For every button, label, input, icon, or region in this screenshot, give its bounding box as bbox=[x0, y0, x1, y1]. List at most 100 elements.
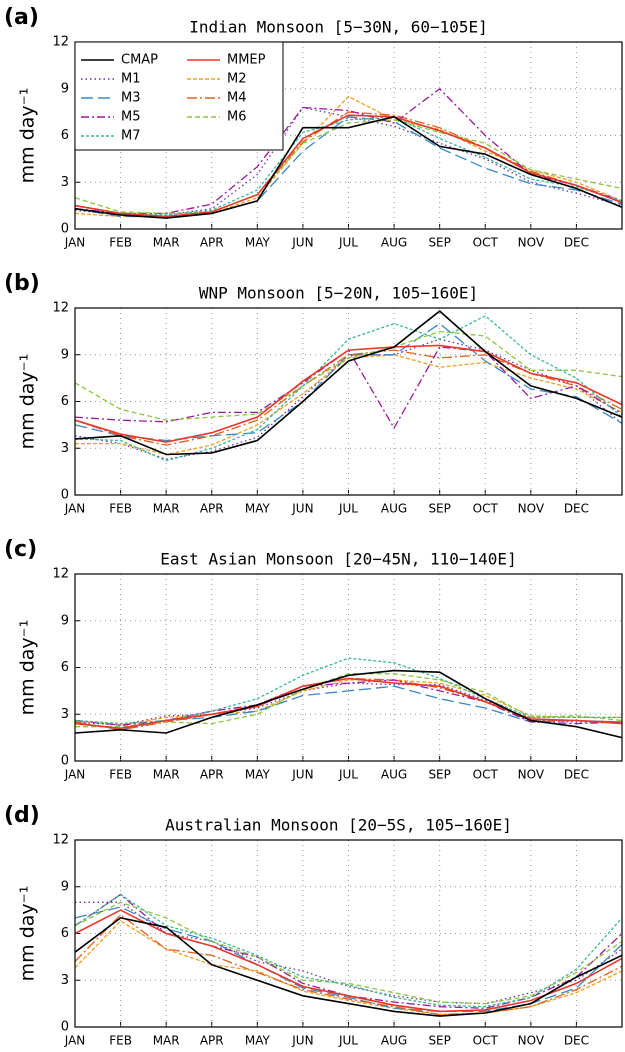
x-tick-label: AUG bbox=[381, 236, 407, 250]
series-line bbox=[74, 913, 623, 1016]
x-tick-label: MAR bbox=[153, 502, 180, 516]
y-tick-label: 0 bbox=[61, 488, 69, 503]
x-tick-label: JUN bbox=[291, 236, 313, 250]
x-tick-label: NOV bbox=[518, 502, 545, 516]
y-tick-label: 12 bbox=[52, 567, 69, 582]
chart-title: East Asian Monsoon [20−45N, 110−140E] bbox=[160, 550, 516, 569]
x-tick-label: FEB bbox=[109, 502, 132, 516]
legend-label: M7 bbox=[121, 129, 141, 144]
x-tick-label: SEP bbox=[428, 236, 450, 250]
x-tick-label: JUL bbox=[338, 236, 358, 250]
panel: (b) WNP Monsoon [5−20N, 105−160E] mm day⁻¹… bbox=[4, 271, 623, 516]
chart-title: Indian Monsoon [5−30N, 60−105E] bbox=[189, 18, 488, 37]
panel: (c) East Asian Monsoon [20−45N, 110−140E]… bbox=[4, 537, 623, 782]
x-tick-label: AUG bbox=[381, 1034, 407, 1048]
x-tick-label: AUG bbox=[381, 502, 407, 516]
plot-frame bbox=[74, 573, 623, 762]
x-tick-label: OCT bbox=[473, 1034, 499, 1048]
y-axis-label: mm day⁻¹ bbox=[17, 620, 39, 716]
series-line bbox=[74, 669, 623, 739]
y-tick-label: 3 bbox=[61, 175, 69, 190]
panel-label: (b) bbox=[4, 271, 40, 296]
x-tick-label: JUN bbox=[291, 502, 313, 516]
legend-label: M4 bbox=[227, 91, 247, 106]
legend: CMAP MMEP M1 M2 M3 M4 M5 M6 M7 bbox=[74, 41, 284, 151]
y-tick-label: 0 bbox=[61, 222, 69, 237]
x-tick-label: DEC bbox=[564, 768, 589, 782]
y-tick-label: 6 bbox=[61, 128, 69, 143]
series-line bbox=[74, 679, 622, 726]
x-tick-label: MAR bbox=[153, 236, 180, 250]
series-line bbox=[75, 901, 623, 1005]
legend-label: MMEP bbox=[227, 53, 266, 68]
y-tick-label: 3 bbox=[61, 973, 69, 988]
series-line bbox=[75, 673, 623, 728]
x-tick-label: OCT bbox=[473, 502, 499, 516]
panel-label: (d) bbox=[4, 803, 40, 828]
x-tick-label: SEP bbox=[428, 502, 450, 516]
y-tick-label: 12 bbox=[52, 301, 69, 316]
x-tick-label: DEC bbox=[564, 1034, 589, 1048]
x-tick-label: SEP bbox=[428, 768, 450, 782]
y-tick-label: 3 bbox=[61, 441, 69, 456]
legend-label: M2 bbox=[227, 72, 247, 87]
series-line bbox=[74, 115, 623, 219]
series-line bbox=[74, 677, 623, 730]
series-line bbox=[74, 322, 623, 442]
x-tick-label: JAN bbox=[64, 502, 86, 516]
x-tick-label: NOV bbox=[518, 1034, 545, 1048]
x-tick-label: OCT bbox=[473, 768, 499, 782]
x-tick-label: MAY bbox=[245, 1034, 271, 1048]
x-tick-label: MAY bbox=[245, 236, 271, 250]
panel: (a) Indian Monsoon [5−30N, 60−105E] mm day… bbox=[4, 5, 623, 250]
y-tick-label: 6 bbox=[61, 926, 69, 941]
y-tick-label: 9 bbox=[61, 347, 69, 362]
panel: (d) Australian Monsoon [20−5S, 105−160E] m… bbox=[4, 803, 623, 1048]
y-tick-label: 0 bbox=[61, 754, 69, 769]
y-tick-label: 9 bbox=[61, 879, 69, 894]
legend-label: M6 bbox=[227, 110, 247, 125]
plot-frame bbox=[74, 307, 623, 496]
series-line bbox=[74, 349, 623, 446]
x-tick-label: FEB bbox=[109, 1034, 132, 1048]
x-tick-label: FEB bbox=[109, 236, 132, 250]
y-tick-label: 0 bbox=[61, 1020, 69, 1035]
series-line bbox=[74, 917, 623, 1017]
x-tick-label: DEC bbox=[564, 236, 589, 250]
series-line bbox=[74, 344, 623, 443]
x-tick-label: FEB bbox=[109, 768, 132, 782]
series-line bbox=[74, 901, 623, 1005]
x-tick-label: JUL bbox=[338, 768, 358, 782]
series-line bbox=[74, 114, 623, 218]
y-tick-label: 9 bbox=[61, 613, 69, 628]
y-tick-label: 12 bbox=[52, 35, 69, 50]
x-tick-label: APR bbox=[200, 768, 224, 782]
legend-label: M3 bbox=[121, 91, 141, 106]
series-line bbox=[74, 346, 623, 430]
x-tick-label: MAY bbox=[245, 502, 271, 516]
x-tick-label: SEP bbox=[428, 1034, 450, 1048]
y-tick-label: 3 bbox=[61, 707, 69, 722]
y-axis-label: mm day⁻¹ bbox=[17, 886, 39, 982]
chart-title: WNP Monsoon [5−20N, 105−160E] bbox=[199, 284, 478, 303]
y-tick-label: 9 bbox=[61, 81, 69, 96]
y-tick-label: 12 bbox=[52, 833, 69, 848]
x-tick-label: JUN bbox=[291, 1034, 313, 1048]
x-tick-label: NOV bbox=[518, 236, 545, 250]
x-tick-label: NOV bbox=[518, 768, 545, 782]
x-tick-label: AUG bbox=[381, 768, 407, 782]
x-tick-label: JAN bbox=[64, 1034, 86, 1048]
x-tick-label: MAR bbox=[153, 768, 180, 782]
x-tick-label: JAN bbox=[64, 236, 86, 250]
x-tick-label: MAY bbox=[245, 768, 271, 782]
x-tick-label: JUL bbox=[338, 1034, 358, 1048]
x-tick-label: APR bbox=[200, 1034, 224, 1048]
y-tick-label: 6 bbox=[61, 660, 69, 675]
series-line bbox=[74, 679, 623, 726]
series-line bbox=[74, 920, 623, 1016]
x-tick-label: JUL bbox=[338, 502, 358, 516]
series-line bbox=[74, 116, 623, 216]
chart-title: Australian Monsoon [20−5S, 105−160E] bbox=[165, 816, 512, 835]
x-tick-label: DEC bbox=[564, 502, 589, 516]
